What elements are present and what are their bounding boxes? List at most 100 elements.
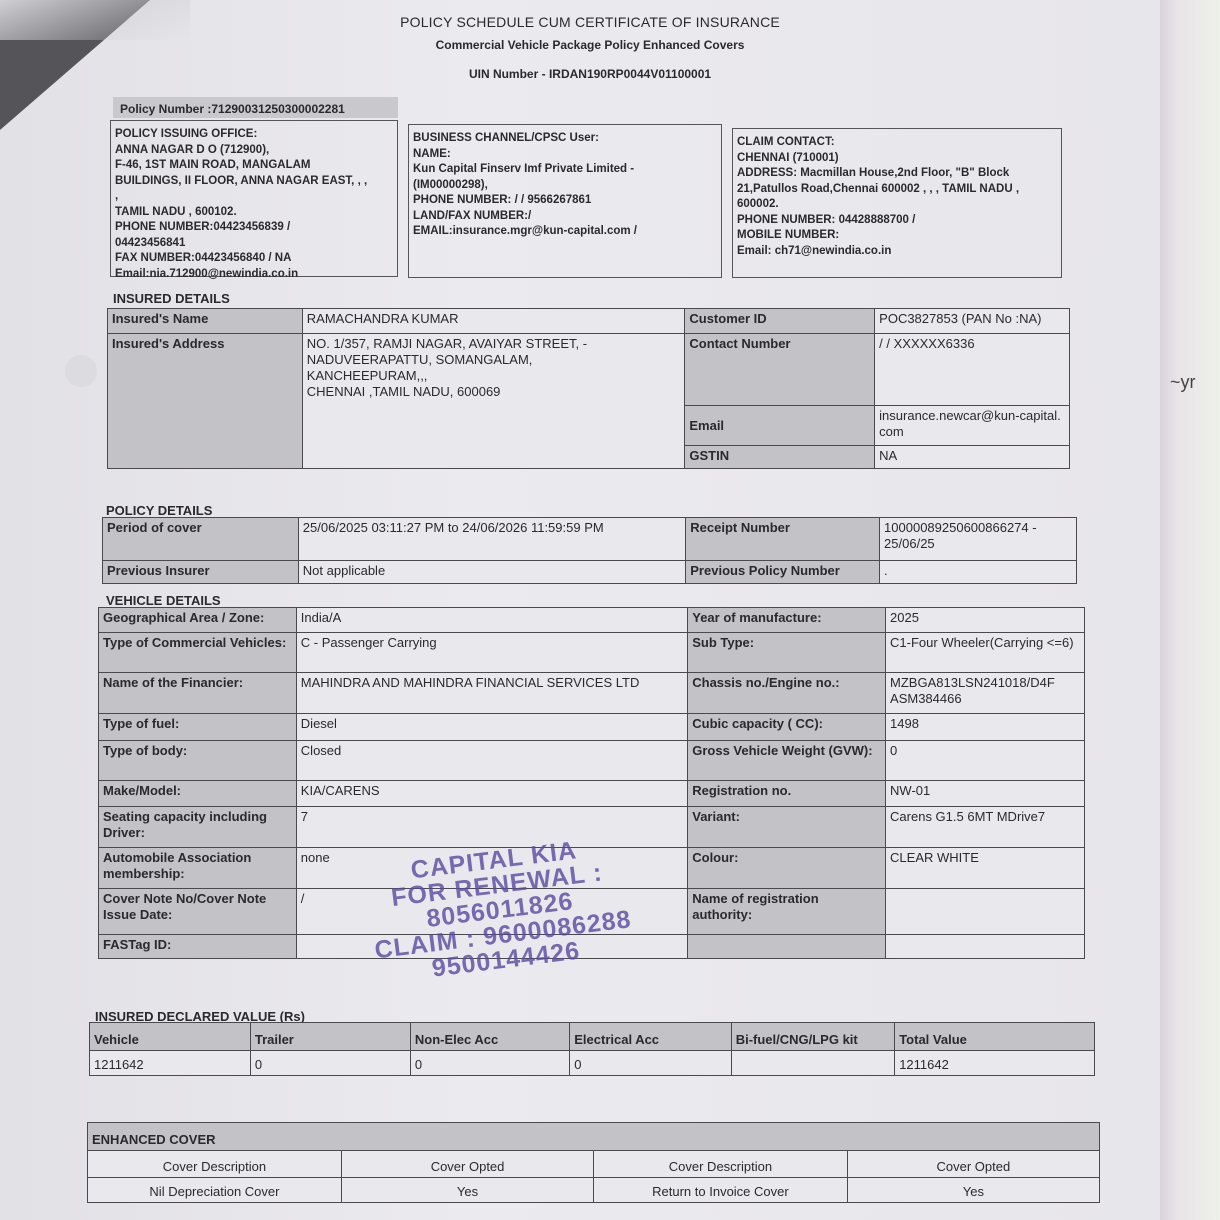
handwritten-mark: ~yr [1170,372,1196,392]
field-label: Cubic capacity ( CC): [687,713,887,741]
vehicle-row: FASTag ID: [98,934,1085,959]
vehicle-row: Type of body: Closed Gross Vehicle Weight … [98,740,1085,781]
receipt-label: Receipt Number [685,517,881,561]
field-value: / [295,888,689,935]
cover-column-header: Cover Opted [846,1150,1101,1178]
field-value: none [295,847,689,889]
cover-column-header: Cover Description [87,1150,342,1178]
customer-id-label: Customer ID [684,308,876,334]
receipt-number: 10000089250600866274 - 25/06/25 [879,517,1077,561]
insured-address-label: Insured's Address [107,333,303,469]
field-value: C - Passenger Carrying [295,632,689,673]
period-of-cover: 25/06/2025 03:11:27 PM to 24/06/2026 11:… [297,517,687,561]
idv-column-header: Electrical Acc [569,1022,732,1051]
field-value: 7 [295,806,689,848]
vehicle-row: Type of fuel: Diesel Cubic capacity ( CC):… [98,713,1085,741]
previous-policy-number: . [879,560,1077,584]
enhanced-cover-header-row: Cover Description Cover Opted Cover Descri… [87,1150,1101,1178]
field-label: Cover Note No/Cover Note Issue Date: [98,888,297,935]
enhanced-cover-table: ENHANCED COVER Cover Description Cover Op… [87,1122,1101,1203]
vehicle-row: Name of the Financier: MAHINDRA AND MAHIN… [98,672,1085,714]
idv-column-header: Bi-fuel/CNG/LPG kit [730,1022,896,1051]
field-value: India/A [295,607,689,633]
vehicle-row: Geographical Area / Zone: India/A Year of … [98,607,1085,633]
field-value [295,934,689,959]
contact-number-label: Contact Number [684,333,876,406]
idv-heading: INSURED DECLARED VALUE (Rs) [95,1009,305,1024]
field-label: Colour: [687,847,887,889]
field-value: Carens G1.5 6MT MDrive7 [885,806,1085,848]
previous-insurer: Not applicable [297,560,687,584]
document-subtitle: Commercial Vehicle Package Policy Enhanc… [435,38,745,52]
field-label: FASTag ID: [98,934,297,959]
field-label: Name of the Financier: [98,672,297,714]
enhanced-cover-row: Nil Depreciation Cover Yes Return to Invoi… [87,1177,1101,1203]
field-value: CLEAR WHITE [885,847,1085,889]
insured-name: RAMACHANDRA KUMAR [301,308,686,334]
field-label: Sub Type: [687,632,887,673]
idv-column-header: Trailer [249,1022,411,1051]
field-label: Year of manufacture: [687,607,887,633]
document-title: POLICY SCHEDULE CUM CERTIFICATE OF INSUR… [400,14,780,30]
page-fold-highlight [0,0,190,40]
insured-address: NO. 1/357, RAMJI NAGAR, AVAIYAR STREET, … [301,333,686,469]
policy-details-heading: POLICY DETAILS [106,503,213,518]
field-label: Gross Vehicle Weight (GVW): [687,740,887,781]
cover-column-header: Cover Opted [340,1150,595,1178]
cover-cell: Nil Depreciation Cover [87,1177,342,1203]
field-value: NW-01 [885,780,1085,807]
insured-details-heading: INSURED DETAILS [113,291,230,306]
idv-value: 1211642 [894,1050,1095,1076]
background-sheet [1160,0,1220,1220]
field-label: Type of body: [98,740,297,781]
idv-value: 0 [409,1050,571,1076]
gstin-label: GSTIN [684,445,876,469]
field-value [885,934,1085,959]
idv-value [730,1050,896,1076]
vehicle-row: Make/Model: KIA/CARENS Registration no. NW-… [98,780,1085,807]
policy-details-table: Period of cover 25/06/2025 03:11:27 PM t… [102,517,1077,584]
field-value: 1498 [885,713,1085,741]
cover-cell: Yes [846,1177,1101,1203]
previous-insurer-label: Previous Insurer [102,560,299,584]
contact-number: / / XXXXXX6336 [874,333,1070,406]
field-label: Chassis no./Engine no.: [687,672,887,714]
gstin-value: NA [874,445,1070,469]
field-value: Closed [295,740,689,781]
vehicle-details-table: Geographical Area / Zone: India/A Year of … [98,607,1085,959]
idv-value: 0 [249,1050,411,1076]
field-label: Type of Commercial Vehicles: [98,632,297,673]
policy-number: Policy Number :71290031250300002281 [113,97,398,118]
vehicle-row: Type of Commercial Vehicles: C - Passenge… [98,632,1085,673]
idv-values-row: 1211642 0 0 0 1211642 [89,1050,1095,1076]
cover-cell: Yes [340,1177,595,1203]
vehicle-details-heading: VEHICLE DETAILS [106,593,221,608]
field-value: KIA/CARENS [295,780,689,807]
idv-value: 0 [569,1050,732,1076]
field-label: Make/Model: [98,780,297,807]
customer-id: POC3827853 (PAN No :NA) [874,308,1070,334]
idv-value: 1211642 [89,1050,251,1076]
cover-cell: Return to Invoice Cover [593,1177,848,1203]
field-label: Seating capacity including Driver: [98,806,297,848]
idv-column-header: Vehicle [89,1022,251,1051]
insured-details-table: Insured's Name RAMACHANDRA KUMAR Custome… [107,308,1070,469]
insured-name-label: Insured's Name [107,308,303,334]
vehicle-row: Automobile Association membership: none Co… [98,847,1085,889]
punch-hole [65,355,97,387]
business-channel-box: BUSINESS CHANNEL/CPSC User: NAME: Kun Ca… [408,124,722,278]
previous-policy-label: Previous Policy Number [685,560,881,584]
field-label: Type of fuel: [98,713,297,741]
field-value: Diesel [295,713,689,741]
field-value [885,888,1085,935]
idv-table: Vehicle Trailer Non-Elec Acc Electrical Acc… [89,1022,1095,1076]
field-label: Geographical Area / Zone: [98,607,297,633]
email-label: Email [684,405,876,446]
vehicle-row: Seating capacity including Driver: 7 Varia… [98,806,1085,848]
field-value: MZBGA813LSN241018/D4F ASM384466 [885,672,1085,714]
claim-contact-box: CLAIM CONTACT: CHENNAI (710001) ADDRESS:… [732,128,1062,278]
field-label: Automobile Association membership: [98,847,297,889]
field-value: 0 [885,740,1085,781]
field-label [687,934,887,959]
field-label: Variant: [687,806,887,848]
